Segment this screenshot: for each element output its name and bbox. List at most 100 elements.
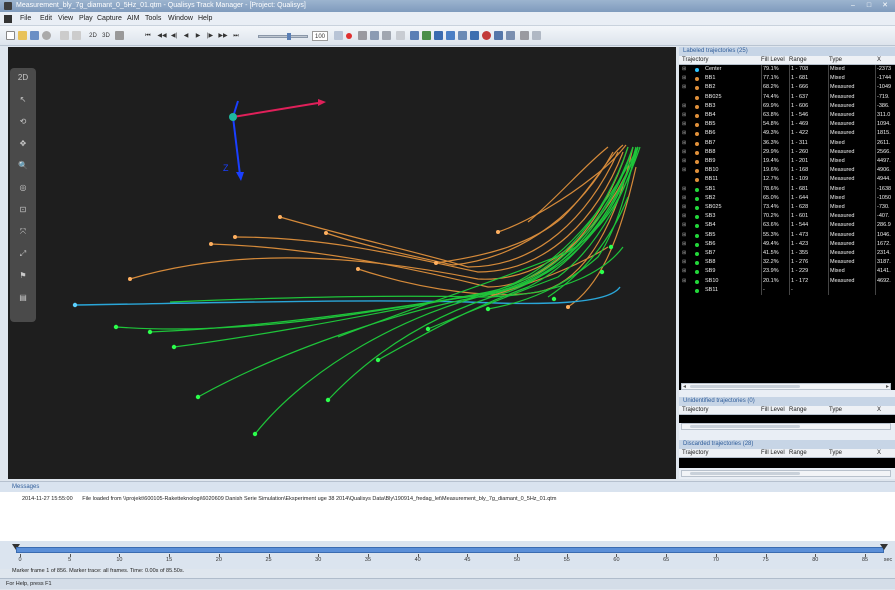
scroll-thumb[interactable] (690, 385, 800, 388)
save-icon[interactable] (30, 31, 39, 40)
fast-rewind-button[interactable]: ◀◀ (157, 33, 167, 39)
unidentified-hscroll[interactable] (681, 423, 891, 430)
bone-tool-icon[interactable] (370, 31, 379, 40)
col-type[interactable]: Type (829, 407, 843, 413)
trajectory-row[interactable]: ⊞ BB2 68.2% 1 - 666 Measured -1049 (679, 83, 895, 93)
col-trajectory[interactable]: Trajectory (682, 450, 709, 456)
expand-icon[interactable]: ⊞ (682, 167, 687, 174)
discarded-trajectories-header[interactable]: Discarded trajectories (28) (679, 440, 895, 449)
expand-icon[interactable]: ⊞ (682, 130, 687, 137)
tools-icon[interactable] (532, 31, 541, 40)
step-forward-button[interactable]: |▶ (206, 33, 214, 39)
expand-icon[interactable]: ⊞ (682, 250, 687, 256)
col-trajectory[interactable]: Trajectory (682, 57, 709, 63)
expand-icon[interactable]: ⊞ (682, 66, 687, 72)
rotate-tool-icon[interactable]: ⟲ (19, 117, 27, 126)
expand-icon[interactable]: ⊞ (682, 84, 687, 91)
trajectory-row[interactable]: ⊞ BB4 63.8% 1 - 546 Measured 311.0 (679, 111, 895, 121)
maximize-button[interactable]: □ (866, 2, 872, 9)
labeled-trajectory-list[interactable]: ⊞ Center 79.1% 1 - 708 Mixed -2373 ⊞ BB1 77.1% 1 … (679, 65, 895, 390)
expand-icon[interactable]: ⊞ (682, 112, 687, 118)
trajectory-row[interactable]: BB025 74.4% 1 - 637 Measured -719. (679, 92, 895, 102)
view-3d-button[interactable]: 3D (102, 33, 110, 39)
undo-icon[interactable] (60, 31, 69, 40)
trajectory-row[interactable]: ⊞ BB6 49.3% 1 - 422 Measured 1815. (679, 129, 895, 139)
expand-tool-icon[interactable]: ⤢ (19, 249, 27, 258)
expand-icon[interactable]: ⊞ (682, 148, 687, 155)
menu-play[interactable]: Play (79, 15, 93, 22)
select-tool-icon[interactable]: ↖ (19, 95, 27, 104)
center-tool-icon[interactable]: ◎ (19, 183, 27, 192)
record-icon[interactable] (346, 33, 352, 39)
trajectory-row[interactable]: ⊞ SB1 78.6% 1 - 681 Mixed -1638 (679, 184, 895, 194)
3d-view[interactable]: Z (8, 47, 676, 479)
expand-icon[interactable]: ⊞ (682, 121, 687, 128)
col-fill-level[interactable]: Fill Level (761, 450, 785, 456)
unidentified-trajectories-header[interactable]: Unidentified trajectories (0) (679, 397, 895, 406)
analysis-icon[interactable] (382, 31, 391, 40)
menu-capture[interactable]: Capture (97, 15, 122, 22)
end-marker-icon[interactable] (880, 544, 888, 550)
marker-tool-icon[interactable]: ⚑ (19, 271, 27, 280)
trajectory-row[interactable]: ⊞ BB3 69.9% 1 - 606 Measured -386. (679, 101, 895, 111)
expand-icon[interactable]: ⊞ (682, 268, 687, 275)
document-icon[interactable] (4, 15, 12, 23)
fast-forward-button[interactable]: ▶▶ (218, 33, 228, 39)
scroll-right-icon[interactable]: ▸ (885, 384, 889, 390)
view-2d-button[interactable]: 2D (89, 33, 97, 39)
menu-help[interactable]: Help (198, 15, 213, 22)
last-frame-button[interactable]: ⏭ (233, 33, 239, 39)
speed-slider-thumb[interactable] (287, 33, 291, 40)
expand-icon[interactable]: ⊞ (682, 213, 687, 220)
gap-fill-icon[interactable] (434, 31, 443, 40)
camera-icon[interactable] (494, 31, 503, 40)
menu-edit[interactable]: Edit (40, 15, 53, 22)
trajectory-row[interactable]: ⊞ BB7 36.3% 1 - 311 Mixed 2611. (679, 138, 895, 148)
discarded-trajectory-list[interactable] (679, 458, 895, 468)
zoom-field[interactable]: 100 (312, 31, 328, 41)
menu-tools[interactable]: Tools (145, 15, 162, 22)
help-icon[interactable] (520, 31, 529, 40)
col-fill-level[interactable]: Fill Level (761, 407, 785, 413)
expand-icon[interactable]: ⊞ (682, 139, 687, 146)
trajectory-row[interactable]: ⊞ SB8 32.2% 1 - 276 Measured 3187. (679, 258, 895, 268)
step-back-button[interactable]: ◀| (170, 33, 178, 39)
minimize-button[interactable]: – (851, 2, 855, 9)
message-line[interactable]: 2014-11-27 15:55:00 File loaded from \\p… (22, 496, 564, 502)
trajectory-row[interactable]: BB11 12.7% 1 - 109 Measured 4944. (679, 175, 895, 185)
menu-aim[interactable]: AIM (127, 15, 140, 22)
marker-icon[interactable] (482, 31, 491, 40)
col-range[interactable]: Range (789, 407, 807, 413)
expand-icon[interactable]: ⊞ (682, 204, 687, 210)
col-trajectory[interactable]: Trajectory (682, 407, 709, 413)
discarded-hscroll[interactable] (681, 470, 891, 477)
trajectory-row[interactable]: ⊞ SB5 55.3% 1 - 473 Measured 1046. (679, 230, 895, 240)
menu-file[interactable]: File (20, 15, 32, 22)
redo-icon[interactable] (72, 31, 81, 40)
expand-icon[interactable]: ⊞ (682, 75, 687, 82)
tool-2d-toggle[interactable]: 2D (17, 73, 29, 82)
labeled-trajectories-header[interactable]: Labeled trajectories (25) (679, 47, 895, 56)
col-x[interactable]: X (877, 57, 882, 63)
zoom-dropdown-icon[interactable] (334, 31, 343, 40)
play-button[interactable]: ▶ (195, 33, 201, 39)
zoom-tool-icon[interactable]: 🔍 (18, 161, 28, 170)
trajectory-row[interactable]: SB11 - - (679, 285, 895, 295)
menu-window[interactable]: Window (168, 15, 193, 22)
timeline-track[interactable] (16, 547, 884, 553)
new-file-icon[interactable] (6, 31, 15, 40)
col-x[interactable]: X (877, 450, 882, 456)
trajectory-row[interactable]: ⊞ SB4 63.6% 1 - 544 Measured 286.9 (679, 221, 895, 231)
expand-icon[interactable]: ⊞ (682, 277, 687, 284)
trajectory-row[interactable]: ⊞ SB6 49.4% 1 - 423 Measured 1672. (679, 239, 895, 249)
video-view-icon[interactable] (115, 31, 124, 40)
expand-icon[interactable]: ⊞ (682, 259, 687, 266)
play-back-button[interactable]: ◀ (183, 33, 189, 39)
grid-icon[interactable] (458, 31, 467, 40)
identify-icon[interactable] (422, 31, 431, 40)
timeline[interactable]: 0 5 10 15 20 25 30 35 40 45 50 55 60 65 70 75 80 85 sec (0, 541, 895, 569)
list-tool-icon[interactable]: ▤ (19, 293, 27, 302)
filter-icon[interactable] (396, 31, 405, 40)
expand-icon[interactable]: ⊞ (682, 194, 687, 201)
cut-tool-icon[interactable]: ⤧ (19, 227, 27, 236)
